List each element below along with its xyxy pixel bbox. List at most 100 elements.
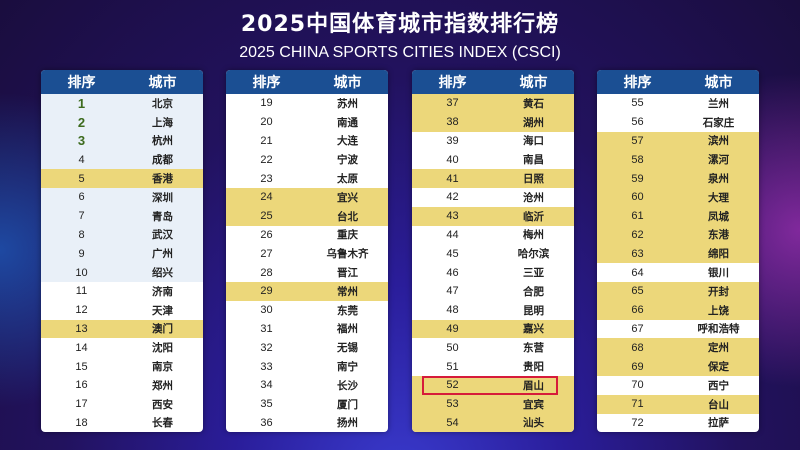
rank-cell: 37 [446,97,459,110]
rank-cell: 2 [77,114,86,130]
table-row: 33 南宁 [226,357,388,376]
city-cell: 昆明 [523,304,544,317]
table-row: 65 开封 [597,281,759,301]
city-cell: 保定 [708,361,729,374]
ranking-table-3: 排序 城市 37 黄石 38 湖州 39 海口 40 南昌 41 日照 42 沧州 43 临沂 44 梅州 45 哈尔… [412,70,574,433]
table-row: 45 哈尔滨 [412,244,574,263]
rank-cell: 62 [631,228,644,241]
city-cell: 石家庄 [702,116,735,129]
city-cell: 海口 [523,135,544,148]
city-cell: 东莞 [337,304,358,317]
city-cell: 拉萨 [708,417,729,430]
city-header: 城市 [148,75,177,91]
rank-cell: 3 [77,133,86,149]
rank-cell: 60 [631,191,644,204]
ranking-table-2: 排序 城市 19 苏州 20 南通 21 大连 22 宁波 23 太原 24 宜兴 25 台北 26 重庆 27 乌鲁… [226,70,388,433]
rank-cell: 6 [78,191,85,204]
city-cell: 南京 [152,361,173,374]
table-row: 25 台北 [226,206,388,226]
table-row: 32 无锡 [226,338,388,357]
table-row: 8 武汉 [41,225,203,245]
table-header: 排序 城市 [226,70,388,94]
rank-cell: 48 [446,304,459,317]
table-row: 38 湖州 [412,112,574,132]
rank-cell: 4 [78,153,85,166]
city-cell: 合肥 [523,285,544,298]
city-cell: 南昌 [523,154,544,167]
table-row: 40 南昌 [412,150,574,169]
table-row: 37 黄石 [412,94,574,113]
table-row: 5 香港 [41,169,203,188]
rank-cell: 57 [631,134,644,147]
rank-cell: 71 [631,398,644,411]
rank-cell: 51 [446,360,459,373]
rank-cell: 19 [260,97,273,110]
city-cell: 上饶 [708,304,729,317]
rank-header: 排序 [623,75,652,91]
table-row: 22 宁波 [226,150,388,169]
table-row: 9 广州 [41,244,203,264]
table-row: 69 保定 [597,357,759,376]
table-row: 47 合肥 [412,282,574,301]
rank-cell: 35 [260,398,273,411]
city-cell: 兰州 [708,97,729,110]
city-cell: 大连 [337,135,358,148]
city-cell: 日照 [523,173,544,186]
table-row: 2 上海 [41,112,203,132]
city-header: 城市 [519,75,548,91]
city-cell: 沈阳 [152,342,173,355]
rank-cell: 61 [631,210,644,223]
rank-cell: 50 [446,341,459,354]
rank-cell: 43 [446,210,459,223]
city-cell: 乌鲁木齐 [326,248,369,261]
table-row: 36 扬州 [226,414,388,433]
city-cell: 长沙 [337,379,358,392]
table-row: 15 南京 [41,357,203,376]
city-cell: 黄石 [523,97,544,110]
rank-cell: 26 [260,228,273,241]
rank-cell: 42 [446,191,459,204]
table-row: 13 澳门 [41,319,203,339]
rank-cell: 41 [446,172,459,185]
table-row: 54 汕头 [412,413,574,433]
table-row: 70 西宁 [597,376,759,395]
city-cell: 定州 [708,342,729,355]
city-cell: 三亚 [523,267,544,280]
city-cell: 宜宾 [523,398,544,411]
rank-cell: 24 [260,191,273,204]
city-cell: 福州 [337,323,358,336]
city-cell: 宁波 [337,154,358,167]
table-row: 17 西安 [41,395,203,414]
rank-cell: 7 [78,210,85,223]
city-header: 城市 [704,75,733,91]
table-row: 63 绵阳 [597,244,759,264]
table-row: 26 重庆 [226,226,388,245]
city-cell: 东港 [708,229,729,242]
table-row: 24 宜兴 [226,187,388,207]
table-row: 41 日照 [412,169,574,188]
rank-cell: 70 [631,379,644,392]
table-row: 34 长沙 [226,376,388,395]
table-row: 29 常州 [226,281,388,301]
table-row: 61 凤城 [597,206,759,226]
city-cell: 南通 [337,116,358,129]
table-row: 4 成都 [41,150,203,170]
city-cell: 苏州 [337,97,358,110]
city-cell: 西安 [152,398,173,411]
rank-cell: 16 [75,379,88,392]
table-row: 53 宜宾 [412,394,574,414]
rank-cell: 69 [631,360,644,373]
city-cell: 扬州 [337,417,358,430]
ranking-table-1: 排序 城市 1 北京 2 上海 3 杭州 4 成都 5 香港 6 深圳 7 青岛 8 武汉 9 广州 10 绍兴 11 济南 1… [41,70,203,433]
rank-cell: 30 [260,304,273,317]
rank-cell: 53 [446,398,459,411]
rank-cell: 20 [260,116,273,129]
table-row: 16 郑州 [41,376,203,395]
page-title: 2025中国体育城市指数排行榜 [240,12,560,37]
city-cell: 澳门 [152,323,173,336]
rank-cell: 65 [631,285,644,298]
rank-cell: 49 [446,322,459,335]
city-cell: 台北 [337,210,358,223]
rank-cell: 66 [631,304,644,317]
rank-cell: 8 [78,228,85,241]
